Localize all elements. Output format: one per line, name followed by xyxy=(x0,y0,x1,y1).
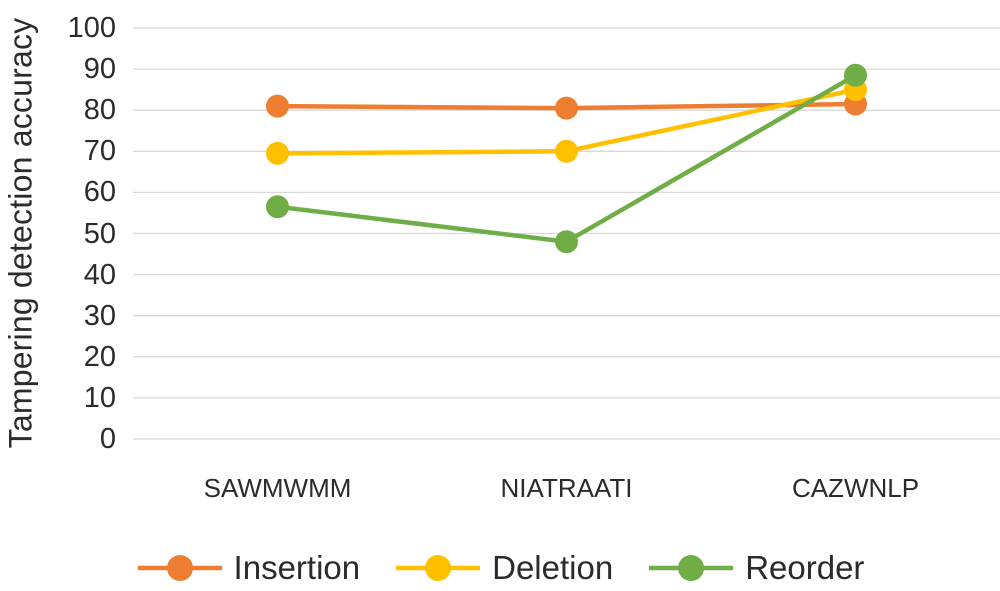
point-deletion-niatraati xyxy=(555,139,578,163)
y-tick-label: 20 xyxy=(83,340,116,373)
legend-item-reorder: Reorder xyxy=(647,549,864,587)
y-tick-label: 80 xyxy=(83,94,116,127)
legend-dot-icon xyxy=(425,555,452,581)
x-category-label: SAWMWMM xyxy=(203,473,352,503)
point-insertion-sawmwmm xyxy=(266,94,289,118)
point-insertion-niatraati xyxy=(555,96,578,120)
y-tick-label: 100 xyxy=(67,12,116,44)
y-tick-label: 60 xyxy=(83,176,116,209)
x-category-label: CAZWNLP xyxy=(791,473,920,503)
legend-dot-icon xyxy=(166,555,193,581)
y-tick-label: 30 xyxy=(83,299,116,332)
legend-item-deletion: Deletion xyxy=(394,549,613,587)
point-deletion-sawmwmm xyxy=(266,141,289,165)
legend-dot-icon xyxy=(678,555,705,581)
chart-legend: Insertion Deletion Reorder xyxy=(0,548,1000,588)
point-reorder-sawmwmm xyxy=(266,195,289,219)
y-tick-label: 10 xyxy=(83,381,116,414)
legend-marker-insertion-icon xyxy=(137,555,222,581)
point-reorder-niatraati xyxy=(555,230,578,254)
legend-label: Reorder xyxy=(745,549,865,586)
y-tick-label: 40 xyxy=(83,258,116,291)
legend-label: Deletion xyxy=(492,549,614,586)
x-category-label: NIATRAATI xyxy=(500,473,633,503)
y-tick-label: 50 xyxy=(83,217,116,250)
legend-marker-deletion-icon xyxy=(396,555,481,581)
legend-item-insertion: Insertion xyxy=(136,549,361,587)
point-reorder-cazwnlp xyxy=(844,63,867,87)
y-tick-label: 0 xyxy=(99,423,116,455)
legend-marker-reorder-icon xyxy=(649,555,734,581)
legend-label: Insertion xyxy=(233,549,361,586)
y-tick-label: 70 xyxy=(83,135,116,168)
y-tick-label: 90 xyxy=(83,53,116,86)
